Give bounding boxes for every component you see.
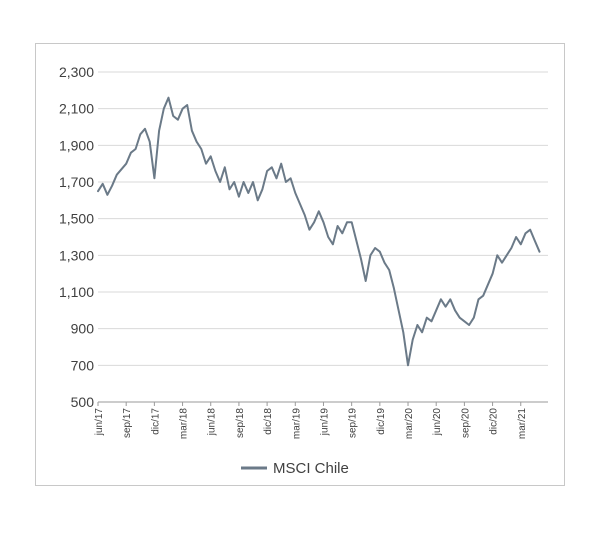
x-axis-ticks: jun/17 sep/17 dic/17 mar/18 jun/18 sep/18 dic/… — [94, 402, 528, 439]
y-tick-label: 1,700 — [59, 174, 94, 190]
y-tick-label: 1,300 — [59, 247, 94, 263]
y-tick-label: 2,300 — [59, 64, 94, 80]
x-tick-label: dic/17 — [150, 408, 161, 435]
x-tick-label: mar/20 — [404, 408, 415, 440]
x-tick-label: mar/18 — [179, 408, 190, 440]
x-tick-label: sep/20 — [460, 408, 471, 438]
y-tick-label: 700 — [71, 357, 95, 373]
y-tick-label: 1,100 — [59, 284, 94, 300]
x-tick-label: dic/20 — [489, 408, 500, 435]
y-tick-label: 1,900 — [59, 137, 94, 153]
x-tick-label: dic/18 — [263, 408, 274, 435]
series-line-msci-chile — [97, 96, 541, 367]
legend: MSCI Chile — [241, 460, 349, 477]
y-tick-label: 2,100 — [59, 101, 94, 117]
y-axis-ticks: 500 700 900 1,100 1,300 1,500 1,700 1,900 2,100 2… — [59, 64, 94, 410]
x-tick-label: mar/19 — [291, 408, 302, 440]
chart-frame — [35, 43, 565, 486]
x-tick-label: dic/19 — [376, 408, 387, 435]
gridlines — [98, 71, 548, 403]
x-tick-label: jun/20 — [432, 408, 443, 437]
y-tick-label: 900 — [71, 321, 95, 337]
x-tick-label: sep/18 — [235, 408, 246, 438]
x-tick-label: sep/19 — [348, 408, 359, 438]
legend-label: MSCI Chile — [273, 460, 349, 477]
x-tick-label: jun/17 — [94, 408, 105, 437]
x-tick-label: jun/18 — [207, 408, 218, 437]
y-tick-label: 500 — [71, 394, 95, 410]
y-tick-label: 1,500 — [59, 211, 94, 227]
x-tick-label: mar/21 — [517, 408, 528, 440]
x-tick-label: jun/19 — [319, 408, 330, 437]
x-tick-label: sep/17 — [122, 408, 133, 438]
